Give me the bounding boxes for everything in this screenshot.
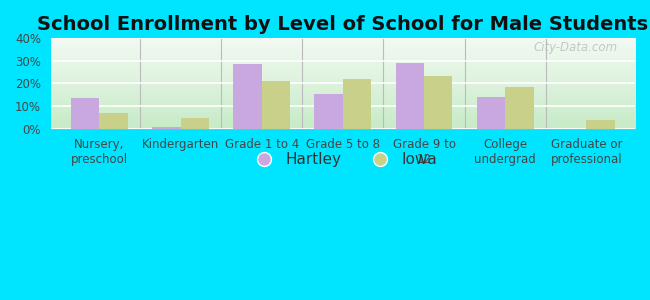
- Bar: [71, 98, 99, 129]
- Bar: [586, 120, 615, 129]
- Bar: [476, 97, 505, 129]
- Bar: [99, 113, 128, 129]
- Bar: [505, 87, 534, 129]
- Title: School Enrollment by Level of School for Male Students: School Enrollment by Level of School for…: [37, 15, 649, 34]
- Bar: [424, 76, 452, 129]
- Bar: [152, 127, 181, 129]
- Bar: [233, 64, 262, 129]
- Bar: [396, 63, 424, 129]
- Bar: [343, 79, 371, 129]
- Bar: [315, 94, 343, 129]
- Bar: [262, 81, 290, 129]
- Text: City-Data.com: City-Data.com: [534, 41, 618, 54]
- Legend: Hartley, Iowa: Hartley, Iowa: [242, 146, 443, 173]
- Bar: [181, 118, 209, 129]
